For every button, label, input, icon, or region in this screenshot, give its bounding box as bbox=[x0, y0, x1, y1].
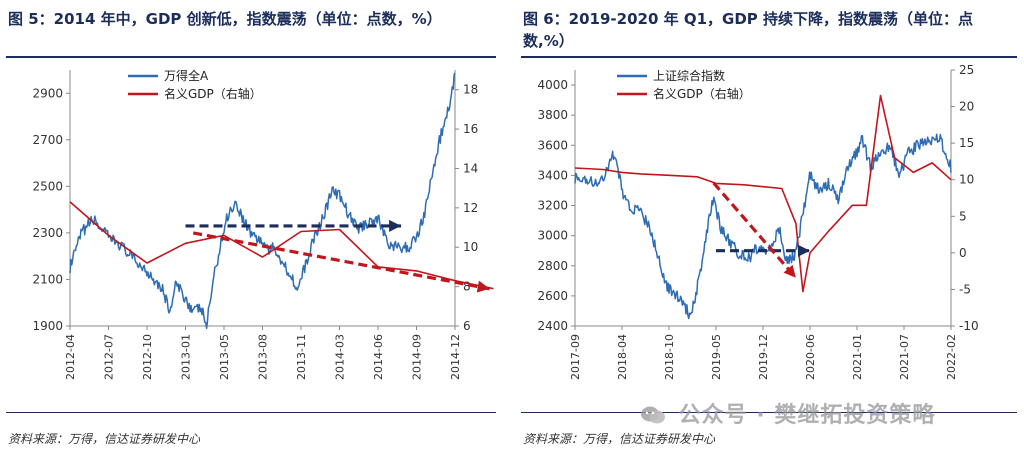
x-tick-label: 2022-02 bbox=[945, 334, 958, 380]
chart-panel-left: 图 5：2014 年中，GDP 创新低，指数震荡（单位：点数，%） 1900 21… bbox=[0, 0, 502, 456]
watermark: 公众号 · 樊继拓投资策略 bbox=[640, 397, 935, 429]
y-right-tick-label: -5 bbox=[959, 282, 971, 296]
x-tick-label: 2019-12 bbox=[757, 334, 770, 380]
annotation-arrow-red-line bbox=[712, 181, 798, 279]
y-right-tick-label: 25 bbox=[959, 63, 974, 77]
x-tick-label: 2017-09 bbox=[569, 334, 582, 380]
series-line-index bbox=[69, 72, 456, 330]
footer-rule-right bbox=[521, 412, 1017, 413]
chart-title-left: 图 5：2014 年中，GDP 创新低，指数震荡（单位：点数，%） bbox=[8, 10, 442, 28]
series-line-index bbox=[574, 133, 952, 320]
y-left-tick-label: 4000 bbox=[537, 78, 568, 92]
x-tick-label: 2014-09 bbox=[411, 334, 424, 380]
y-right-tick-label: 15 bbox=[959, 136, 974, 150]
y-right-tick-label: 5 bbox=[959, 209, 967, 223]
y-right-tick-label: 0 bbox=[959, 246, 967, 260]
y-left-tick-label: 2700 bbox=[32, 133, 63, 147]
x-tick-label: 2019-05 bbox=[710, 334, 723, 380]
chart-left: 1900 2100 2300 2500 2700 2900 6 8 10 12 14 16 18 2012… bbox=[32, 68, 494, 380]
x-tick-label: 2013-01 bbox=[180, 334, 193, 380]
y-left-tick-label: 3600 bbox=[537, 138, 568, 152]
x-tick-label: 2012-07 bbox=[103, 334, 116, 380]
y-left-tick-label: 2800 bbox=[537, 259, 568, 273]
y-right-tick-label: 6 bbox=[463, 319, 471, 333]
y-right-tick-label: 8 bbox=[463, 280, 471, 294]
y-left-tick-label: 2400 bbox=[537, 319, 568, 333]
y-left-tick-label: 3400 bbox=[537, 168, 568, 182]
chart-right: 2400 2600 2800 3000 3200 3400 3600 3800 4000 -10 -… bbox=[537, 63, 979, 380]
annotation-arrow-blue-head bbox=[389, 219, 402, 232]
legend-label-index: 上证综合指数 bbox=[653, 68, 725, 83]
y-left-tick-label: 2500 bbox=[32, 179, 63, 193]
x-tick-label: 2013-08 bbox=[257, 334, 270, 380]
x-tick-label: 2014-06 bbox=[372, 334, 385, 380]
title-rule-right bbox=[521, 56, 1017, 58]
y-left-tick-label: 2300 bbox=[32, 226, 63, 240]
y-left-tick-label: 1900 bbox=[32, 319, 63, 333]
y-right-tick-label: 14 bbox=[463, 161, 478, 175]
y-right-tick-label: 12 bbox=[463, 201, 478, 215]
y-right-tick-label: 18 bbox=[463, 83, 478, 97]
y-left-tick-label: 3000 bbox=[537, 229, 568, 243]
x-tick-label: 2012-10 bbox=[141, 334, 154, 380]
chart-title-right: 图 6：2019-2020 年 Q1，GDP 持续下降，指数震荡（单位：点数,%… bbox=[523, 10, 973, 50]
y-left-tick-label: 2900 bbox=[32, 86, 63, 100]
chart-panel-right: 图 6：2019-2020 年 Q1，GDP 持续下降，指数震荡（单位：点数,%… bbox=[515, 0, 1024, 456]
x-tick-label: 2014-03 bbox=[334, 334, 347, 380]
footer-rule-left bbox=[6, 412, 496, 413]
x-tick-label: 2018-04 bbox=[616, 334, 629, 380]
series-line-gdp bbox=[574, 94, 952, 293]
x-tick-label: 2020-06 bbox=[804, 334, 817, 380]
watermark-text: 公众号 · 樊继拓投资策略 bbox=[678, 403, 936, 428]
y-left-tick-label: 3200 bbox=[537, 199, 568, 213]
annotation-arrow-red-head bbox=[783, 264, 796, 278]
x-tick-label: 2021-01 bbox=[851, 334, 864, 380]
annotation-arrow-red-line bbox=[192, 231, 490, 291]
legend-label-gdp: 名义GDP（右轴） bbox=[164, 86, 262, 101]
y-right-tick-label: 10 bbox=[959, 173, 974, 187]
x-tick-label: 2014-12 bbox=[449, 334, 462, 380]
y-right-tick-label: 20 bbox=[959, 100, 974, 114]
y-left-tick-label: 2100 bbox=[32, 272, 63, 286]
series-line-gdp bbox=[69, 201, 494, 290]
y-right-tick-label: 16 bbox=[463, 122, 478, 136]
y-right-tick-label: 10 bbox=[463, 240, 478, 254]
annotation-arrow-blue-head bbox=[798, 244, 810, 257]
source-note-left: 资料来源：万得，信达证券研发中心 bbox=[8, 432, 201, 446]
source-note-right: 资料来源：万得，信达证券研发中心 bbox=[523, 432, 716, 446]
x-tick-label: 2013-05 bbox=[218, 334, 231, 380]
y-left-tick-label: 2600 bbox=[537, 289, 568, 303]
title-rule-left bbox=[6, 56, 496, 58]
x-tick-label: 2021-07 bbox=[898, 334, 911, 380]
x-tick-label: 2018-10 bbox=[663, 334, 676, 380]
wechat-icon bbox=[641, 406, 665, 424]
legend-label-index: 万得全A bbox=[164, 68, 209, 83]
y-right-tick-label: -10 bbox=[959, 319, 979, 333]
x-tick-label: 2012-04 bbox=[64, 334, 77, 380]
annotation-arrow-red-head bbox=[476, 280, 490, 293]
x-tick-label: 2013-11 bbox=[295, 334, 308, 380]
legend-label-gdp: 名义GDP（右轴） bbox=[653, 86, 751, 101]
y-left-tick-label: 3800 bbox=[537, 108, 568, 122]
